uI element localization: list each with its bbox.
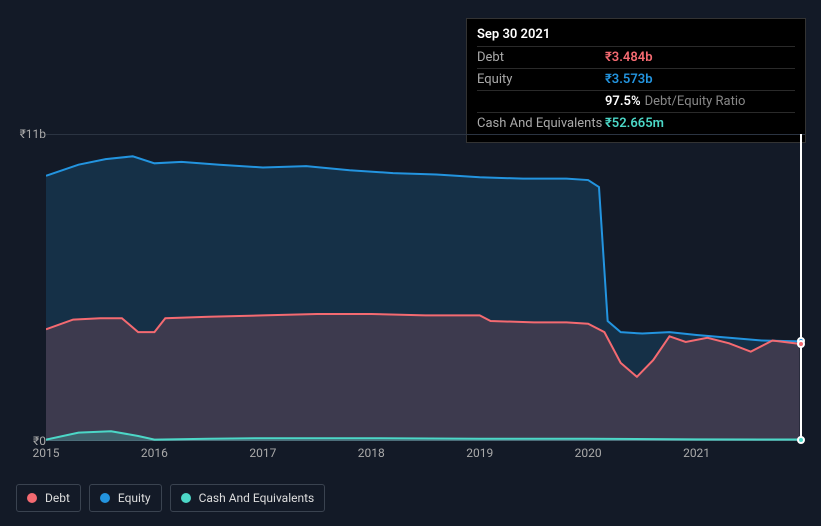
x-axis-label: 2021: [683, 446, 710, 460]
tooltip-row-value: ₹3.484b: [605, 50, 653, 65]
tooltip-row-label: [477, 94, 605, 109]
legend-swatch: [181, 493, 191, 503]
chart-svg: [46, 134, 805, 441]
legend-item[interactable]: Cash And Equivalents: [170, 484, 326, 512]
crosshair-line: [800, 134, 802, 441]
crosshair-dot: [797, 436, 805, 444]
legend-item[interactable]: Equity: [89, 484, 162, 512]
x-axis-label: 2017: [249, 446, 276, 460]
x-axis-label: 2020: [575, 446, 602, 460]
y-axis-label: ₹11b: [20, 127, 46, 141]
tooltip-row: 97.5% Debt/Equity Ratio: [477, 90, 795, 112]
chart-area: ₹0₹11b 2015201620172018201920202021: [16, 120, 805, 470]
tooltip-row-suffix: Debt/Equity Ratio: [645, 94, 746, 109]
crosshair-dot: [797, 340, 805, 348]
plot-area: [46, 134, 805, 441]
x-axis-label: 2015: [33, 446, 60, 460]
legend-label: Cash And Equivalents: [199, 491, 315, 505]
legend-label: Equity: [118, 491, 151, 505]
legend-label: Debt: [45, 491, 70, 505]
legend-item[interactable]: Debt: [16, 484, 81, 512]
legend: Debt Equity Cash And Equivalents: [16, 484, 325, 512]
legend-swatch: [100, 493, 110, 503]
x-axis-label: 2019: [466, 446, 493, 460]
tooltip-row-value: 97.5%: [605, 94, 641, 109]
tooltip-date: Sep 30 2021: [477, 27, 795, 42]
tooltip-row: Equity₹3.573b: [477, 68, 795, 90]
tooltip-row-label: Equity: [477, 72, 605, 87]
tooltip-row-label: Debt: [477, 50, 605, 65]
tooltip-row-value: ₹3.573b: [605, 72, 653, 87]
x-axis-label: 2018: [358, 446, 385, 460]
tooltip-row: Debt₹3.484b: [477, 46, 795, 68]
x-axis-label: 2016: [141, 446, 168, 460]
legend-swatch: [27, 493, 37, 503]
